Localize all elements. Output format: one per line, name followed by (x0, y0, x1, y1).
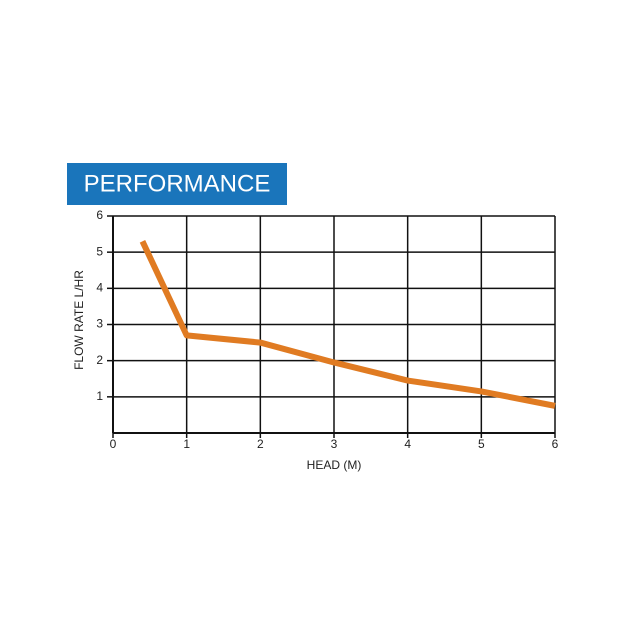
x-tick-label: 5 (478, 437, 485, 451)
data-line (139, 240, 556, 409)
y-axis-label: FLOW RATE L/HR (72, 270, 86, 370)
x-tick-label: 3 (331, 437, 338, 451)
x-tick-label: 1 (183, 437, 190, 451)
y-tick-label: 3 (96, 317, 103, 331)
y-tick-label: 2 (96, 353, 103, 367)
y-tick-label: 4 (96, 281, 103, 295)
y-tick-label: 6 (96, 208, 103, 222)
title-box (67, 163, 287, 205)
x-tick-label: 0 (110, 437, 117, 451)
x-axis-label: HEAD (M) (307, 458, 362, 472)
y-tick-label: 5 (96, 244, 103, 258)
x-tick-label: 6 (552, 437, 559, 451)
chart-title: PERFORMANCE (84, 170, 271, 197)
y-tick-label: 1 (96, 389, 103, 403)
x-tick-label: 2 (257, 437, 264, 451)
x-tick-label: 4 (404, 437, 411, 451)
